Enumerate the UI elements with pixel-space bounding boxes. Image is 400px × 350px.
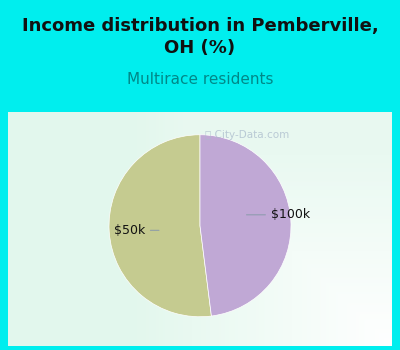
Text: $100k: $100k (246, 208, 310, 221)
Wedge shape (109, 135, 212, 317)
Text: $50k: $50k (114, 224, 159, 237)
Text: ⓘ City-Data.com: ⓘ City-Data.com (204, 130, 289, 140)
Wedge shape (200, 135, 291, 316)
Text: Income distribution in Pemberville,
OH (%): Income distribution in Pemberville, OH (… (22, 17, 378, 57)
Text: Multirace residents: Multirace residents (127, 72, 273, 88)
